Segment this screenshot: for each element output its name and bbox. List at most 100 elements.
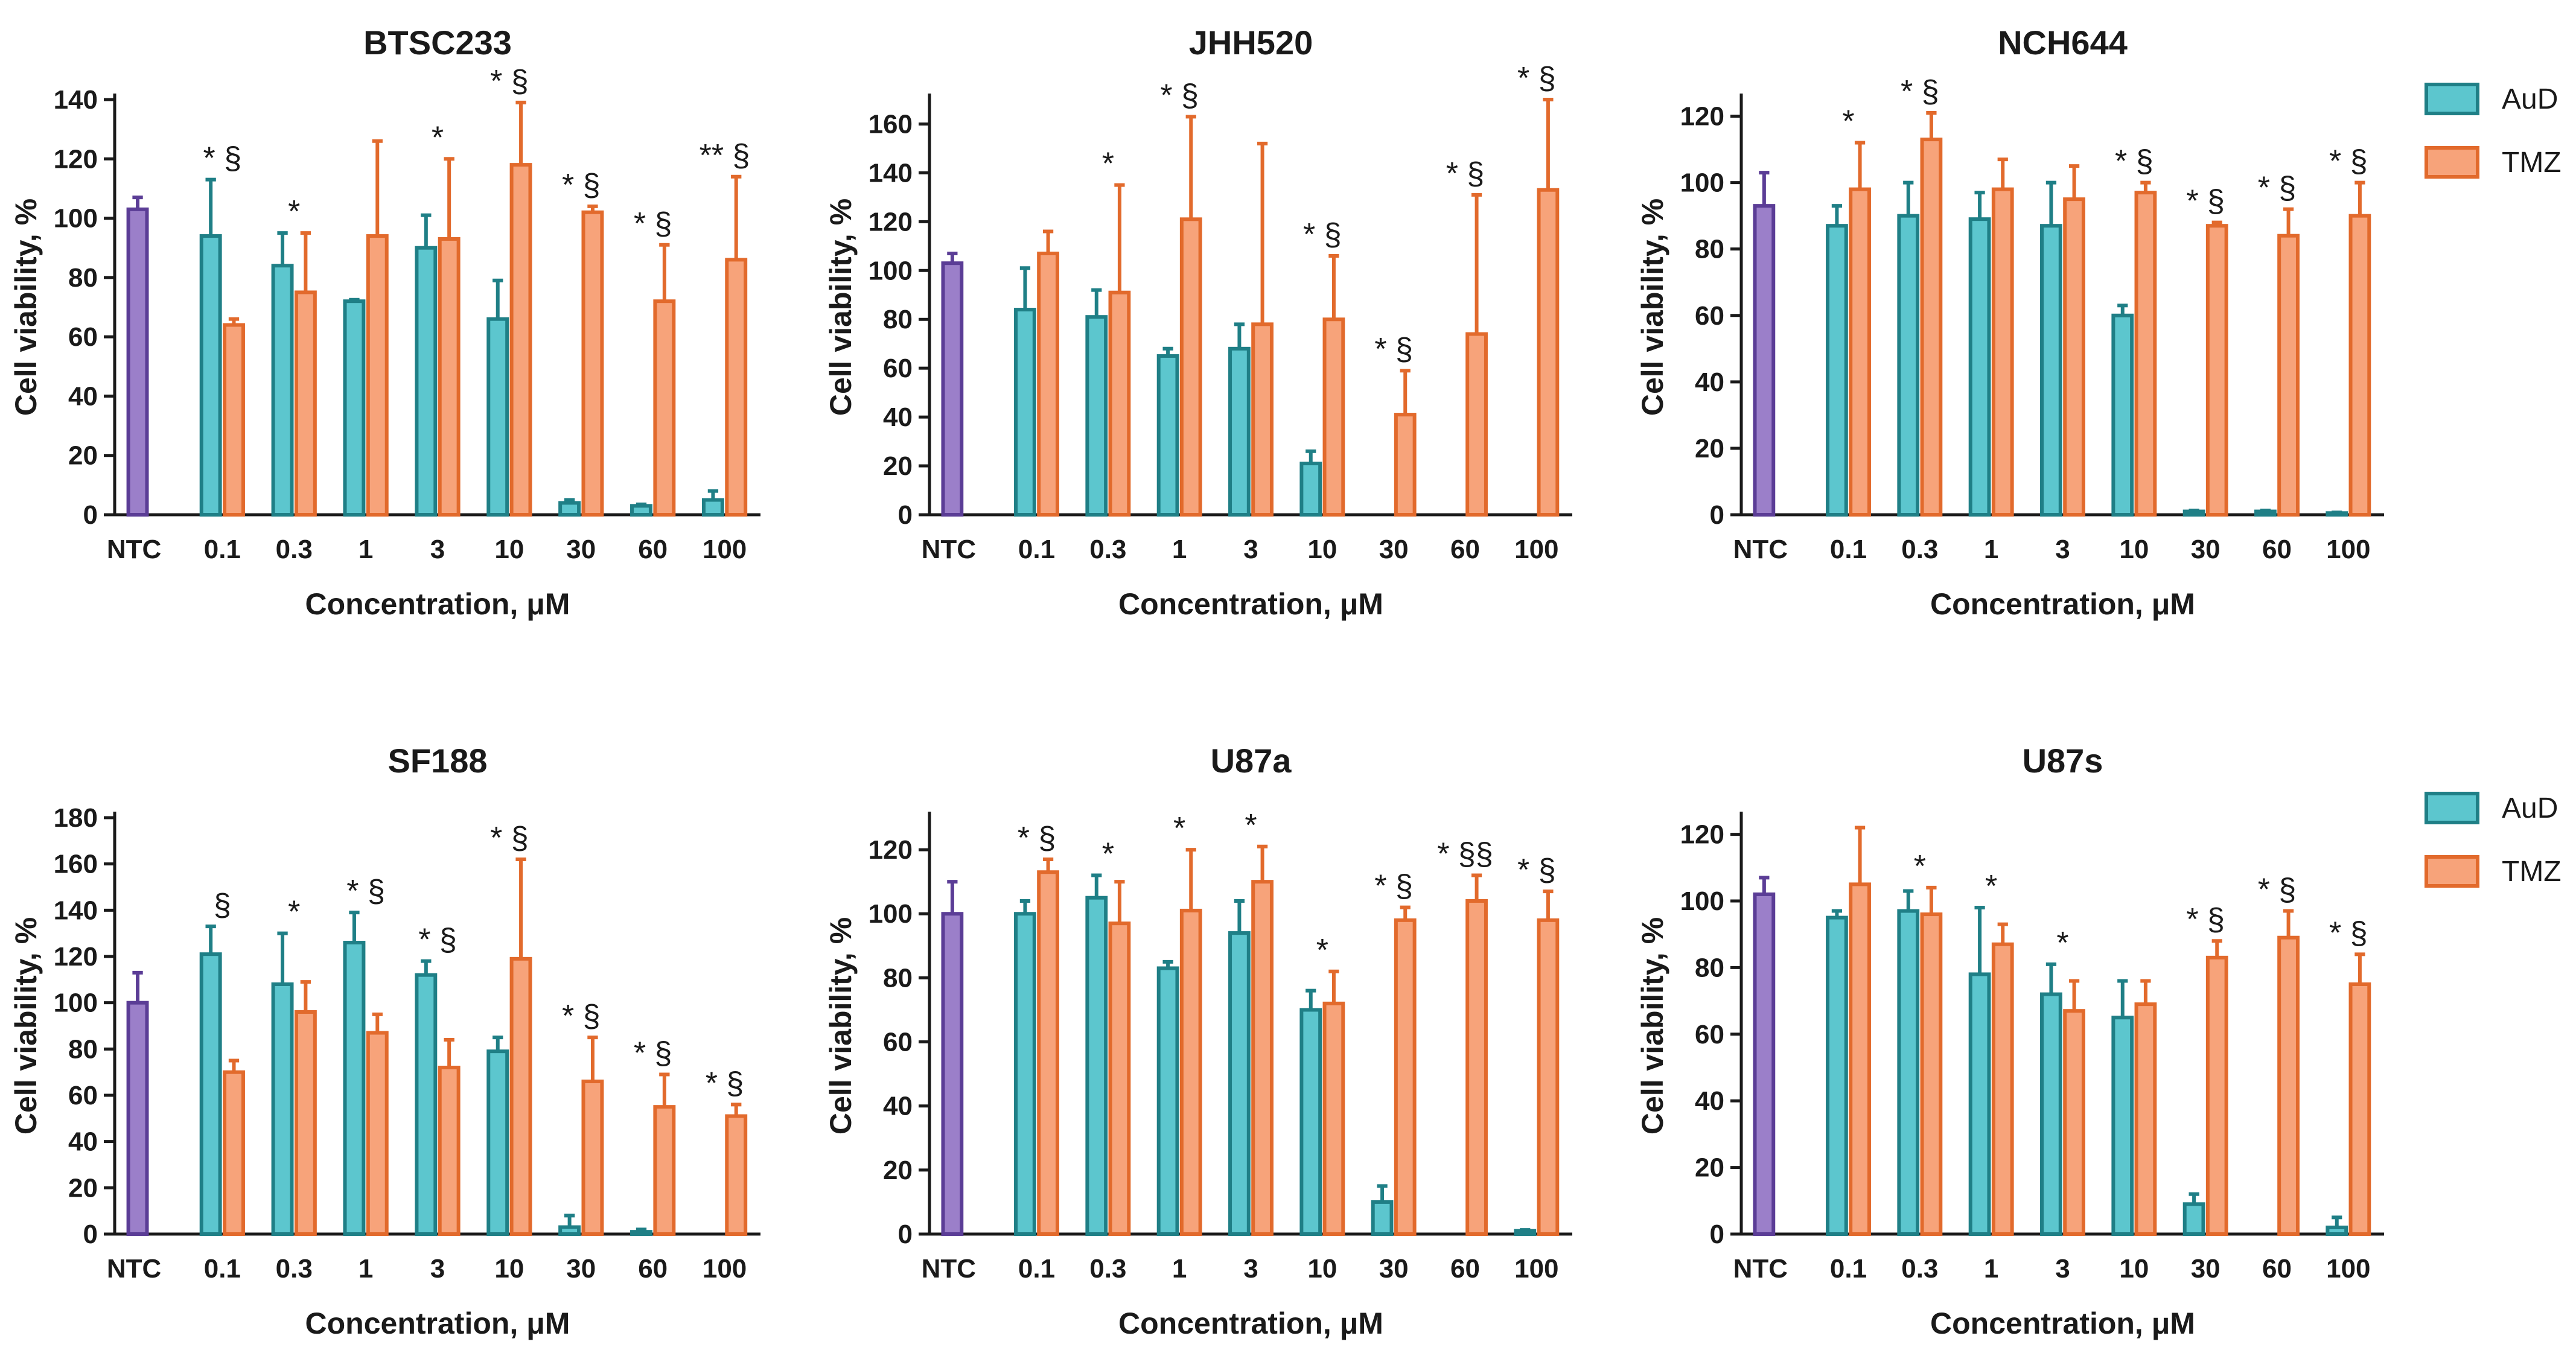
y-tick-label: 120 <box>54 942 98 972</box>
significance-label: * § <box>1374 332 1413 367</box>
x-tick-label: 60 <box>1450 1254 1480 1284</box>
y-tick-label: 160 <box>869 109 913 139</box>
x-tick-label: 0.1 <box>1830 535 1867 564</box>
chart-title: U87s <box>2023 742 2103 780</box>
significance-label: * <box>2056 926 2068 961</box>
bar-aud <box>1897 909 1920 1236</box>
bar-ntc <box>1753 892 1776 1236</box>
y-tick-label: 0 <box>1710 1220 1724 1249</box>
bar-tmz <box>725 258 748 517</box>
significance-label: * <box>1173 811 1185 846</box>
x-tick-label: NTC <box>922 1254 976 1284</box>
y-tick-label: 80 <box>68 1034 98 1064</box>
chart-title: NCH644 <box>1998 24 2128 62</box>
bar-tmz <box>223 1070 245 1236</box>
bar-tmz <box>1465 899 1488 1236</box>
bar-tmz <box>2277 935 2300 1236</box>
x-tick-label: 0.1 <box>204 535 241 564</box>
y-tick-label: 0 <box>1710 500 1724 530</box>
significance-label: * <box>1316 933 1328 968</box>
bar-tmz <box>509 163 532 517</box>
x-tick-label: NTC <box>1733 1254 1788 1284</box>
bar-aud <box>486 1049 509 1236</box>
bar-aud <box>2254 509 2277 517</box>
y-tick-label: 40 <box>68 1127 98 1157</box>
y-tick-label: 60 <box>1695 301 1724 331</box>
y-tick-label: 100 <box>1680 886 1724 916</box>
x-tick-label: 1 <box>1984 1254 1998 1284</box>
y-axis-label: Cell viability, % <box>1636 917 1669 1134</box>
y-tick-label: 140 <box>869 158 913 188</box>
y-tick-label: 40 <box>1695 368 1724 397</box>
significance-label: * <box>1914 849 1926 884</box>
bar-aud <box>1085 315 1108 517</box>
y-tick-label: 140 <box>54 85 98 115</box>
x-tick-label: 10 <box>494 1254 524 1284</box>
significance-label: * § <box>1374 869 1413 904</box>
significance-label: * § <box>1901 74 1939 109</box>
y-tick-label: 80 <box>68 263 98 293</box>
y-tick-label: 20 <box>1695 434 1724 463</box>
x-axis-label: Concentration, μM <box>1118 1306 1383 1340</box>
significance-label: * § <box>1160 78 1199 113</box>
x-tick-label: 0.3 <box>1901 1254 1938 1284</box>
bar-aud <box>1299 462 1322 517</box>
legend-swatch-tmz <box>2425 146 2479 179</box>
legend-swatch-aud <box>2425 792 2479 824</box>
bar-tmz <box>2205 955 2228 1236</box>
x-tick-label: 1 <box>359 1254 373 1284</box>
significance-label: * § <box>2258 873 2297 908</box>
legend-2: AuD TMZ <box>2425 792 2562 888</box>
x-tick-label: 3 <box>2055 1254 2070 1284</box>
bar-tmz <box>1849 882 1871 1236</box>
bar-tmz <box>1037 870 1059 1236</box>
x-tick-label: 10 <box>494 535 524 564</box>
bar-aud <box>2111 313 2134 517</box>
significance-label: * § <box>490 821 529 856</box>
bar-aud <box>271 982 294 1236</box>
x-tick-label: 30 <box>566 1254 596 1284</box>
bar-aud <box>1299 1008 1322 1236</box>
x-tick-label: 0.1 <box>1018 1254 1055 1284</box>
significance-label: * § <box>418 923 457 958</box>
bar-tmz <box>438 1066 461 1236</box>
chart-panel-u87a: U87a 0 20 40 60 80 100 120 * § * * * * * § * §§ * § NTC 0… <box>824 742 1572 1340</box>
bar-tmz <box>1920 912 1943 1236</box>
legend-1: AuD TMZ <box>2425 83 2562 179</box>
bar-aud <box>1968 972 1991 1236</box>
y-tick-label: 120 <box>869 207 913 237</box>
significance-label: * § <box>562 999 601 1034</box>
bar-aud <box>1228 346 1251 517</box>
significance-label: * § <box>706 1066 744 1101</box>
x-tick-label: 100 <box>2326 1254 2370 1284</box>
bar-tmz <box>653 1105 676 1236</box>
x-tick-label: 10 <box>2119 1254 2149 1284</box>
y-tick-label: 60 <box>883 1028 913 1057</box>
chart-title: SF188 <box>388 742 488 780</box>
bar-tmz <box>223 323 245 517</box>
bar-tmz <box>1991 942 2014 1236</box>
bar-aud <box>1014 912 1036 1236</box>
y-tick-label: 60 <box>1695 1020 1724 1049</box>
bar-tmz <box>294 1010 317 1236</box>
y-tick-label: 0 <box>898 500 913 530</box>
x-tick-label: 60 <box>2262 535 2292 564</box>
x-tick-label: 10 <box>1307 1254 1337 1284</box>
x-axis-label: Concentration, μM <box>1930 1306 2195 1340</box>
bar-tmz <box>2134 191 2157 517</box>
x-tick-label: NTC <box>922 535 976 564</box>
bar-aud <box>2111 1016 2134 1236</box>
x-tick-label: 0.3 <box>276 1254 313 1284</box>
bar-tmz <box>2348 982 2371 1236</box>
x-tick-label: 0.1 <box>204 1254 241 1284</box>
bar-tmz <box>366 234 389 517</box>
bar-aud <box>343 941 366 1236</box>
y-tick-label: 80 <box>1695 953 1724 982</box>
significance-label: * § <box>2115 144 2154 179</box>
y-tick-label: 100 <box>1680 168 1724 198</box>
significance-label: * § <box>490 64 529 99</box>
bar-aud <box>2326 511 2348 517</box>
